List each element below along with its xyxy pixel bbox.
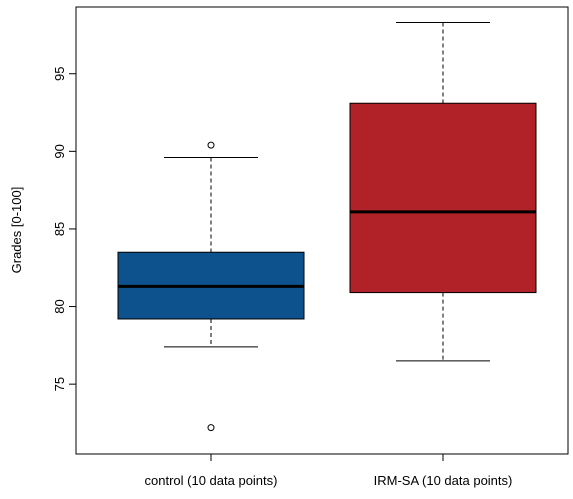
y-tick-label: 75 xyxy=(52,377,67,391)
y-axis: 75 80 85 90 95 xyxy=(52,67,76,391)
y-tick-label: 80 xyxy=(52,299,67,313)
x-tick-label: control (10 data points) xyxy=(145,473,278,488)
outlier-point xyxy=(207,141,215,149)
x-tick-label: IRM-SA (10 data points) xyxy=(374,473,513,488)
y-tick-label: 90 xyxy=(52,144,67,158)
y-tick-label: 85 xyxy=(52,222,67,236)
plot-frame xyxy=(75,6,569,455)
x-axis-labels: control (10 data points) IRM-SA (10 data … xyxy=(145,454,513,488)
box-body xyxy=(349,102,537,294)
boxes-layer xyxy=(117,22,537,432)
y-axis-title: Grades [0-100] xyxy=(9,187,24,274)
y-tick-label: 95 xyxy=(52,67,67,81)
outlier-point xyxy=(207,424,215,432)
box-1 xyxy=(117,141,305,432)
box-2 xyxy=(349,22,537,362)
